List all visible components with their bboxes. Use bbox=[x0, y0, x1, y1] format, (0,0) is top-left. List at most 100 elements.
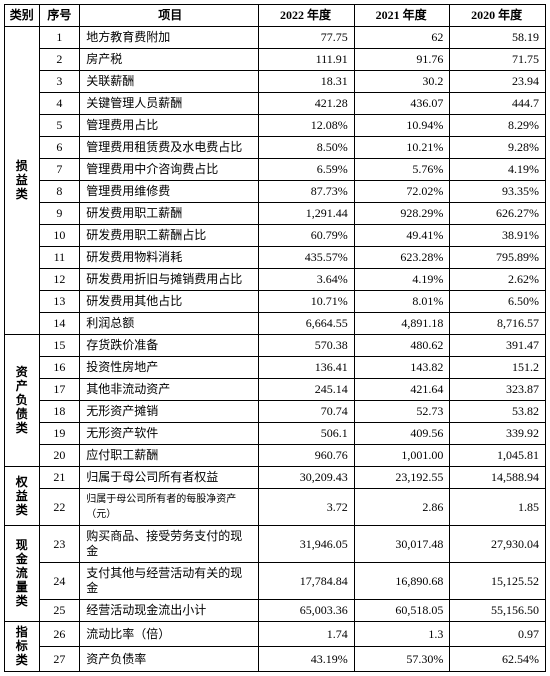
value-cell-y2021: 4.19% bbox=[354, 269, 450, 291]
value-cell-y2022: 30,209.43 bbox=[259, 467, 355, 489]
financial-data-table: 类别 序号 项目 2022 年度 2021 年度 2020 年度 损 益 类1地… bbox=[4, 4, 546, 672]
value-cell-y2022: 136.41 bbox=[259, 357, 355, 379]
category-label: 资 产 负 债 类 bbox=[16, 365, 28, 435]
value-cell-y2020: 55,156.50 bbox=[450, 600, 546, 622]
item-cell: 研发费用其他占比 bbox=[80, 291, 259, 313]
item-cell: 研发费用职工薪酬 bbox=[80, 203, 259, 225]
table-row: 损 益 类1地方教育费附加77.756258.19 bbox=[5, 27, 546, 49]
category-label: 现 金 流 量 类 bbox=[16, 538, 28, 608]
value-cell-y2020: 0.97 bbox=[450, 622, 546, 647]
header-item: 项目 bbox=[80, 5, 259, 27]
category-cell: 现 金 流 量 类 bbox=[5, 526, 40, 622]
table-row: 资 产 负 债 类15存货跌价准备570.38480.62391.47 bbox=[5, 335, 546, 357]
value-cell-y2020: 6.50% bbox=[450, 291, 546, 313]
item-cell: 管理费用租赁费及水电费占比 bbox=[80, 137, 259, 159]
value-cell-y2021: 23,192.55 bbox=[354, 467, 450, 489]
value-cell-y2022: 421.28 bbox=[259, 93, 355, 115]
table-row: 17其他非流动资产245.14421.64323.87 bbox=[5, 379, 546, 401]
value-cell-y2022: 60.79% bbox=[259, 225, 355, 247]
table-header-row: 类别 序号 项目 2022 年度 2021 年度 2020 年度 bbox=[5, 5, 546, 27]
seq-cell: 12 bbox=[39, 269, 80, 291]
value-cell-y2020: 8,716.57 bbox=[450, 313, 546, 335]
value-cell-y2022: 506.1 bbox=[259, 423, 355, 445]
table-row: 2房产税111.9191.7671.75 bbox=[5, 49, 546, 71]
item-cell: 管理费用维修费 bbox=[80, 181, 259, 203]
item-cell: 地方教育费附加 bbox=[80, 27, 259, 49]
value-cell-y2021: 16,890.68 bbox=[354, 563, 450, 600]
value-cell-y2022: 435.57% bbox=[259, 247, 355, 269]
item-cell: 关键管理人员薪酬 bbox=[80, 93, 259, 115]
value-cell-y2021: 1.3 bbox=[354, 622, 450, 647]
table-row: 9研发费用职工薪酬1,291.44928.29%626.27% bbox=[5, 203, 546, 225]
seq-cell: 10 bbox=[39, 225, 80, 247]
item-cell: 支付其他与经营活动有关的现金 bbox=[80, 563, 259, 600]
table-row: 6管理费用租赁费及水电费占比8.50%10.21%9.28% bbox=[5, 137, 546, 159]
value-cell-y2022: 1.74 bbox=[259, 622, 355, 647]
table-row: 12研发费用折旧与摊销费用占比3.64%4.19%2.62% bbox=[5, 269, 546, 291]
seq-cell: 11 bbox=[39, 247, 80, 269]
category-label: 损 益 类 bbox=[16, 159, 28, 201]
item-cell: 经营活动现金流出小计 bbox=[80, 600, 259, 622]
table-row: 8管理费用维修费87.73%72.02%93.35% bbox=[5, 181, 546, 203]
item-cell: 无形资产摊销 bbox=[80, 401, 259, 423]
table-row: 19无形资产软件506.1409.56339.92 bbox=[5, 423, 546, 445]
seq-cell: 4 bbox=[39, 93, 80, 115]
value-cell-y2021: 49.41% bbox=[354, 225, 450, 247]
value-cell-y2020: 391.47 bbox=[450, 335, 546, 357]
value-cell-y2020: 9.28% bbox=[450, 137, 546, 159]
value-cell-y2021: 409.56 bbox=[354, 423, 450, 445]
value-cell-y2021: 421.64 bbox=[354, 379, 450, 401]
item-cell: 流动比率（倍） bbox=[80, 622, 259, 647]
item-cell: 应付职工薪酬 bbox=[80, 445, 259, 467]
value-cell-y2020: 795.89% bbox=[450, 247, 546, 269]
value-cell-y2022: 70.74 bbox=[259, 401, 355, 423]
seq-cell: 9 bbox=[39, 203, 80, 225]
value-cell-y2020: 4.19% bbox=[450, 159, 546, 181]
category-label: 指 标 类 bbox=[16, 625, 28, 667]
table-row: 22归属于母公司所有者的每股净资产（元）3.722.861.85 bbox=[5, 489, 546, 526]
seq-cell: 16 bbox=[39, 357, 80, 379]
value-cell-y2021: 60,518.05 bbox=[354, 600, 450, 622]
item-cell: 研发费用职工薪酬占比 bbox=[80, 225, 259, 247]
seq-cell: 5 bbox=[39, 115, 80, 137]
value-cell-y2021: 928.29% bbox=[354, 203, 450, 225]
value-cell-y2022: 6,664.55 bbox=[259, 313, 355, 335]
value-cell-y2020: 71.75 bbox=[450, 49, 546, 71]
value-cell-y2021: 30.2 bbox=[354, 71, 450, 93]
value-cell-y2021: 1,001.00 bbox=[354, 445, 450, 467]
value-cell-y2020: 339.92 bbox=[450, 423, 546, 445]
seq-cell: 26 bbox=[39, 622, 80, 647]
value-cell-y2021: 72.02% bbox=[354, 181, 450, 203]
value-cell-y2022: 43.19% bbox=[259, 647, 355, 672]
item-cell: 投资性房地产 bbox=[80, 357, 259, 379]
seq-cell: 1 bbox=[39, 27, 80, 49]
value-cell-y2020: 27,930.04 bbox=[450, 526, 546, 563]
value-cell-y2022: 6.59% bbox=[259, 159, 355, 181]
table-row: 24支付其他与经营活动有关的现金17,784.8416,890.6815,125… bbox=[5, 563, 546, 600]
header-category: 类别 bbox=[5, 5, 40, 27]
value-cell-y2021: 480.62 bbox=[354, 335, 450, 357]
table-row: 权 益 类21归属于母公司所有者权益30,209.4323,192.5514,5… bbox=[5, 467, 546, 489]
value-cell-y2021: 143.82 bbox=[354, 357, 450, 379]
value-cell-y2020: 1.85 bbox=[450, 489, 546, 526]
value-cell-y2021: 5.76% bbox=[354, 159, 450, 181]
value-cell-y2021: 4,891.18 bbox=[354, 313, 450, 335]
value-cell-y2021: 52.73 bbox=[354, 401, 450, 423]
header-2022: 2022 年度 bbox=[259, 5, 355, 27]
value-cell-y2022: 77.75 bbox=[259, 27, 355, 49]
item-cell: 研发费用折旧与摊销费用占比 bbox=[80, 269, 259, 291]
header-2021: 2021 年度 bbox=[354, 5, 450, 27]
value-cell-y2020: 23.94 bbox=[450, 71, 546, 93]
value-cell-y2022: 8.50% bbox=[259, 137, 355, 159]
item-cell: 购买商品、接受劳务支付的现金 bbox=[80, 526, 259, 563]
value-cell-y2021: 8.01% bbox=[354, 291, 450, 313]
value-cell-y2022: 3.64% bbox=[259, 269, 355, 291]
item-cell: 管理费用中介咨询费占比 bbox=[80, 159, 259, 181]
value-cell-y2020: 323.87 bbox=[450, 379, 546, 401]
table-row: 10研发费用职工薪酬占比60.79%49.41%38.91% bbox=[5, 225, 546, 247]
seq-cell: 8 bbox=[39, 181, 80, 203]
category-cell: 权 益 类 bbox=[5, 467, 40, 526]
item-cell: 归属于母公司所有者权益 bbox=[80, 467, 259, 489]
value-cell-y2020: 38.91% bbox=[450, 225, 546, 247]
seq-cell: 20 bbox=[39, 445, 80, 467]
